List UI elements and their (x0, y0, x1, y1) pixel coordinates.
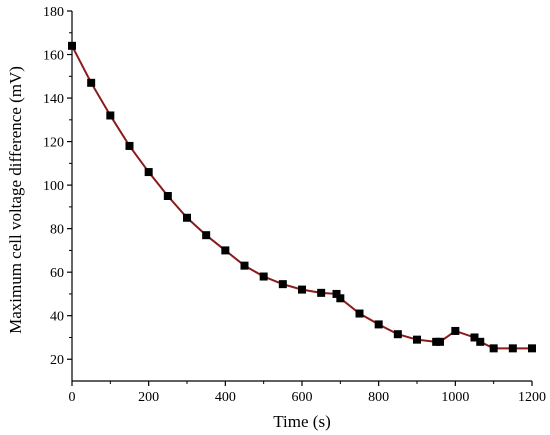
y-tick-label: 80 (50, 223, 64, 238)
data-point (508, 344, 517, 353)
series-line (71, 45, 532, 350)
x-tick-label: 1200 (518, 390, 546, 405)
x-tick-label: 800 (368, 390, 389, 405)
data-point (278, 280, 287, 289)
data-point (436, 337, 444, 346)
data-point (144, 168, 153, 177)
data-point (413, 335, 421, 344)
y-tick-label: 40 (50, 310, 64, 325)
x-tick-label: 200 (138, 390, 159, 405)
y-tick-label: 120 (43, 136, 64, 151)
x-tick-label: 600 (292, 390, 313, 405)
y-axis-title: Maximum cell voltage difference (mV) (6, 66, 25, 334)
data-point (317, 288, 326, 297)
y-tick-label: 140 (43, 92, 64, 107)
data-point (240, 261, 249, 270)
x-tick-label: 400 (215, 390, 236, 405)
data-point (451, 326, 460, 335)
y-tick-label: 180 (43, 5, 64, 20)
y-tick-label: 60 (50, 266, 64, 281)
data-point (202, 231, 211, 240)
data-point (374, 320, 383, 329)
data-point (163, 192, 172, 200)
y-axis-ticks: 20 40 60 80 100 120 140 160 180 (43, 5, 72, 368)
data-point (489, 344, 498, 353)
y-tick-label: 20 (50, 353, 64, 368)
plot-frame (71, 11, 532, 382)
data-point (355, 309, 364, 318)
data-point (259, 272, 268, 281)
data-point (470, 333, 479, 342)
data-point (183, 213, 191, 222)
data-point (393, 330, 402, 339)
x-tick-label: 1000 (441, 390, 469, 405)
data-point (87, 78, 96, 87)
y-tick-label: 160 (43, 49, 64, 64)
x-tick-label: 0 (69, 390, 76, 405)
data-point (336, 294, 345, 303)
x-axis-ticks: 0 200 400 600 800 1000 1200 (69, 381, 546, 405)
data-point (221, 246, 230, 255)
data-point (298, 285, 306, 294)
x-axis-title: Time (s) (273, 412, 330, 431)
series-layer (68, 41, 536, 353)
data-point (528, 344, 536, 353)
data-point (68, 41, 76, 50)
y-tick-label: 100 (43, 179, 64, 194)
data-point (476, 337, 485, 346)
data-point (106, 111, 115, 120)
data-point (332, 289, 341, 298)
data-point (125, 141, 134, 150)
